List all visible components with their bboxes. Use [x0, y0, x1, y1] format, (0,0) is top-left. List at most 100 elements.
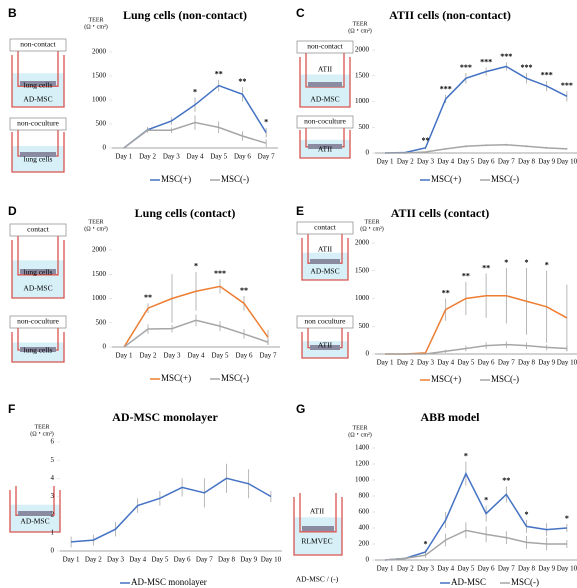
significance-label: ***	[460, 63, 472, 72]
diagram-label: non-contact	[20, 40, 56, 49]
panel-label: B	[8, 6, 17, 20]
y-tick-label: 1500	[355, 71, 370, 79]
diagram-label: lung cells	[24, 155, 53, 164]
y-axis-label: TEER	[353, 425, 368, 431]
legend-label: MSC(-)	[221, 373, 249, 383]
x-tick-label: Day 2	[397, 158, 414, 166]
y-tick-label: 500	[359, 322, 370, 330]
panel-label: D	[8, 204, 17, 218]
x-tick-label: Day 8	[518, 158, 535, 166]
diagram-label: ATII	[318, 65, 333, 74]
y-axis-label: (Ω・cm²)	[30, 430, 54, 437]
y-tick-label: 1	[51, 528, 55, 536]
y-tick-label: 800	[359, 492, 370, 500]
significance-label: *	[504, 258, 508, 267]
significance-label: **	[215, 70, 223, 79]
legend-label: AD-MSC	[451, 577, 486, 587]
diagram-box	[9, 117, 67, 131]
x-tick-label: Day 7	[196, 556, 213, 564]
x-tick-label: Day 3	[107, 556, 124, 564]
cell-layer	[20, 269, 56, 274]
x-tick-label: Day 5	[151, 556, 168, 564]
y-tick-label: 4	[51, 474, 55, 482]
legend-label: MSC(-)	[511, 577, 539, 587]
x-tick-label: Day 1	[377, 158, 394, 166]
significance-label: *	[525, 510, 529, 519]
x-tick-label: Day 5	[457, 359, 474, 367]
y-tick-label: 1000	[355, 476, 370, 484]
significance-label: ***	[561, 81, 573, 90]
significance-label: *	[484, 495, 488, 504]
x-tick-label: Day 3	[417, 565, 434, 573]
significance-label: **	[482, 263, 490, 272]
x-tick-label: Day 1	[377, 359, 394, 367]
y-tick-label: 500	[96, 318, 107, 326]
y-tick-label: 1400	[355, 444, 370, 452]
significance-label: **	[240, 286, 248, 295]
y-tick-label: 6	[51, 438, 55, 446]
diagram-label: AD-MSC	[310, 95, 339, 104]
y-tick-label: 1500	[355, 266, 370, 274]
series-line	[123, 319, 269, 348]
diagram-label: AD-MSC	[20, 517, 49, 526]
y-axis-label: TEER	[365, 219, 380, 225]
cell-layer	[20, 81, 56, 86]
series-line	[385, 65, 568, 154]
x-tick-label: Day 2	[397, 359, 414, 367]
diagram-label: ATII	[318, 341, 333, 350]
legend-label: MSC(+)	[161, 373, 191, 383]
x-tick-label: Day 10	[557, 565, 577, 573]
y-tick-label: 1500	[92, 72, 107, 80]
legend-label: MSC(-)	[221, 174, 249, 184]
series-line	[123, 285, 269, 348]
y-tick-label: 0	[366, 350, 370, 358]
x-tick-label: Day 3	[163, 153, 180, 161]
x-tick-label: Day 9	[538, 158, 555, 166]
x-tick-label: Day 7	[498, 359, 515, 367]
x-tick-label: Day 5	[212, 352, 229, 360]
significance-label: *	[424, 539, 428, 548]
y-tick-label: 1200	[355, 460, 370, 468]
x-tick-label: Day 3	[417, 158, 434, 166]
x-tick-label: Day 6	[174, 556, 191, 564]
x-tick-label: Day 2	[140, 352, 157, 360]
significance-label: *	[565, 514, 569, 523]
cell-layer	[308, 144, 342, 149]
x-tick-label: Day 4	[437, 565, 454, 573]
diagram-label: lung cells	[24, 346, 53, 355]
cell-layer	[20, 152, 56, 157]
diagram-box	[9, 38, 67, 52]
x-tick-label: Day 6	[478, 158, 495, 166]
significance-label: *	[264, 118, 268, 127]
transwell	[11, 51, 65, 108]
x-tick-label: Day 3	[164, 352, 181, 360]
x-tick-label: Day 10	[557, 158, 577, 166]
diagram-label: lung cells	[24, 268, 53, 277]
y-axis-label: TEER	[89, 17, 104, 23]
diagram-label: AD-MSC	[23, 95, 52, 104]
x-tick-label: Day 1	[116, 352, 133, 360]
y-tick-label: 0	[103, 343, 107, 351]
x-tick-label: Day 10	[261, 556, 282, 564]
x-tick-label: Day 8	[218, 556, 235, 564]
significance-label: ***	[480, 57, 492, 66]
series-line	[123, 121, 267, 149]
significance-label: *	[525, 258, 529, 267]
chart-title: ABB model	[420, 410, 480, 424]
cell-layer	[18, 511, 52, 516]
significance-label: ***	[214, 269, 226, 278]
y-axis-label: TEER	[35, 424, 50, 430]
panel-label: F	[8, 402, 15, 416]
x-tick-label: Day 8	[518, 565, 535, 573]
legend-label: MSC(-)	[491, 174, 519, 184]
x-tick-label: Day 6	[236, 352, 253, 360]
y-tick-label: 0	[366, 556, 370, 564]
x-tick-label: Day 4	[437, 158, 454, 166]
x-tick-label: Day 4	[187, 153, 204, 161]
significance-label: ***	[541, 71, 553, 80]
y-tick-label: 1000	[355, 294, 370, 302]
x-tick-label: Day 4	[437, 359, 454, 367]
legend-label: MSC(+)	[161, 174, 191, 184]
medium	[294, 517, 342, 555]
